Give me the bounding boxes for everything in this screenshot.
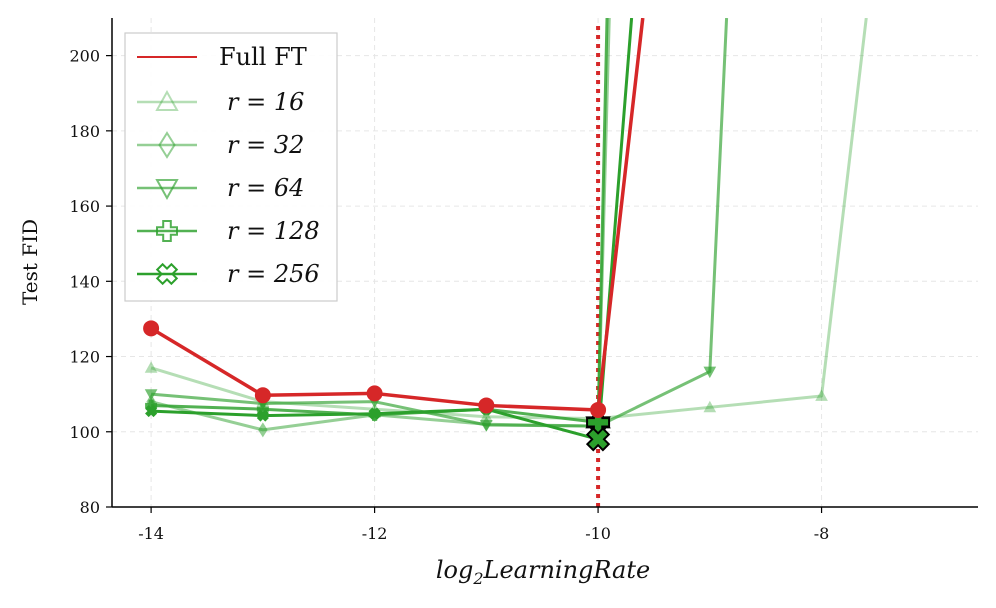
x-axis-title-main: log — [436, 556, 474, 584]
data-point — [144, 389, 158, 401]
legend-label: r = 256 — [227, 260, 320, 288]
x-axis-title: log2LearningRate — [436, 556, 650, 588]
data-point — [143, 320, 160, 337]
data-point — [366, 385, 383, 402]
y-tick-label: 100 — [69, 423, 100, 442]
legend-marker — [158, 131, 176, 159]
data-point — [585, 427, 611, 452]
data-point — [145, 405, 158, 418]
legend-label: r = 128 — [227, 217, 320, 245]
series-lines — [143, 18, 868, 452]
legend-frame — [124, 32, 338, 302]
legend-label: r = 32 — [227, 131, 304, 159]
data-point — [256, 409, 269, 422]
legend-marker — [155, 262, 179, 286]
series-line — [150, 18, 645, 412]
data-point — [368, 407, 381, 420]
data-point — [815, 389, 828, 401]
axes — [111, 18, 978, 508]
legend-marker — [155, 179, 179, 201]
ticks: -14 -12 -10 -8 80 100 120 140 160 180 200 — [69, 47, 829, 543]
data-point — [703, 366, 717, 379]
x-tick-label: -14 — [138, 524, 164, 543]
data-point — [254, 387, 271, 404]
x-tick-label: -8 — [814, 524, 830, 543]
x-axis-title-subscript: 2 — [472, 569, 483, 588]
legend-marker — [155, 89, 179, 111]
x-tick-label: -12 — [362, 524, 388, 543]
x-tick-label: -10 — [585, 524, 611, 543]
legend-marker — [156, 220, 178, 242]
legend-label: r = 16 — [227, 88, 304, 116]
y-tick-label: 160 — [69, 197, 100, 216]
data-point — [703, 400, 717, 413]
data-point — [258, 422, 268, 438]
y-tick-label: 80 — [80, 498, 100, 517]
legend-label: Full FT — [219, 43, 307, 71]
data-point — [590, 401, 607, 418]
data-point — [478, 397, 495, 414]
data-point — [144, 361, 158, 373]
y-tick-label: 140 — [69, 272, 100, 291]
y-tick-label: 120 — [69, 348, 100, 367]
y-tick-label: 200 — [69, 47, 100, 66]
y-tick-label: 180 — [69, 122, 100, 141]
y-axis-title: Test FID — [18, 219, 42, 305]
legend: Full FT r = 16 r = 32 r = 64 r = 128 r = 256 — [124, 32, 338, 302]
x-axis-title-rest: LearningRate — [483, 556, 651, 584]
data-point — [479, 420, 493, 432]
legend-label: r = 64 — [227, 174, 304, 202]
